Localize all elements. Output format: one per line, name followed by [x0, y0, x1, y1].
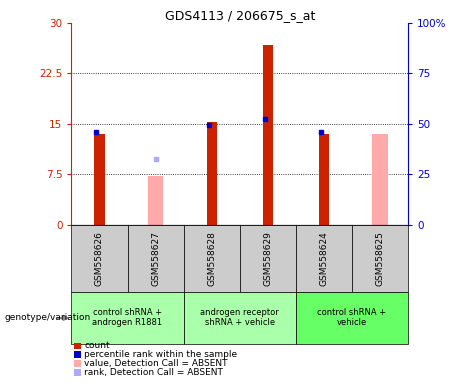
Text: GSM558626: GSM558626	[95, 231, 104, 286]
FancyBboxPatch shape	[240, 225, 296, 292]
Text: control shRNA +
vehicle: control shRNA + vehicle	[317, 308, 386, 328]
FancyBboxPatch shape	[352, 225, 408, 292]
Bar	[148, 176, 164, 225]
Text: control shRNA +
androgen R1881: control shRNA + androgen R1881	[93, 308, 163, 328]
Bar	[95, 134, 105, 225]
FancyBboxPatch shape	[183, 225, 240, 292]
Bar	[263, 45, 273, 225]
Text: value, Detection Call = ABSENT: value, Detection Call = ABSENT	[84, 359, 228, 368]
FancyBboxPatch shape	[296, 292, 408, 344]
Text: percentile rank within the sample: percentile rank within the sample	[84, 350, 237, 359]
Bar	[372, 134, 388, 225]
FancyBboxPatch shape	[183, 292, 296, 344]
Text: GSM558624: GSM558624	[319, 231, 328, 286]
Text: genotype/variation: genotype/variation	[5, 313, 91, 323]
FancyBboxPatch shape	[71, 225, 128, 292]
Text: count: count	[84, 341, 110, 351]
Bar	[319, 134, 329, 225]
FancyBboxPatch shape	[296, 225, 352, 292]
Text: GSM558627: GSM558627	[151, 231, 160, 286]
Text: GSM558629: GSM558629	[263, 231, 272, 286]
Text: androgen receptor
shRNA + vehicle: androgen receptor shRNA + vehicle	[201, 308, 279, 328]
Text: GSM558628: GSM558628	[207, 231, 216, 286]
Bar	[207, 122, 217, 225]
Text: rank, Detection Call = ABSENT: rank, Detection Call = ABSENT	[84, 368, 223, 377]
FancyBboxPatch shape	[128, 225, 183, 292]
Title: GDS4113 / 206675_s_at: GDS4113 / 206675_s_at	[165, 9, 315, 22]
FancyBboxPatch shape	[71, 292, 183, 344]
Text: GSM558625: GSM558625	[375, 231, 384, 286]
